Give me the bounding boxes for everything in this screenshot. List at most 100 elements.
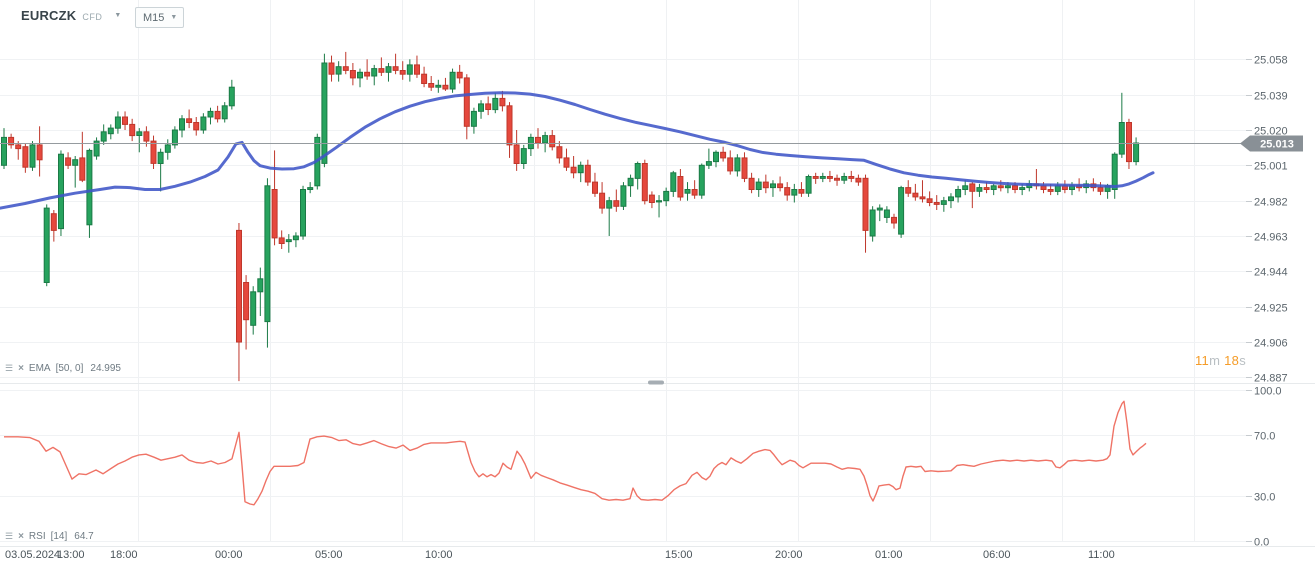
countdown-minutes: 11 — [1194, 353, 1210, 368]
bull-candle-body — [634, 163, 641, 179]
bull-candle-body — [656, 200, 662, 203]
bull-candle-body — [307, 187, 314, 191]
bull-candle-body — [470, 110, 477, 127]
bear-candle-body — [278, 237, 285, 244]
bear-candle-body — [834, 177, 840, 181]
bull-candle-body — [663, 190, 670, 202]
bull-candle-body — [940, 200, 947, 205]
bull-candle-body — [157, 151, 164, 165]
bull-candle-body — [58, 153, 64, 230]
rsi-value: 64.7 — [74, 531, 94, 542]
chart-plot-area[interactable] — [0, 0, 1248, 541]
bull-candle-body — [292, 235, 299, 241]
rsi-settings-icon[interactable]: ☰ — [5, 531, 14, 541]
bear-candle-body — [848, 176, 855, 179]
bull-candle-body — [542, 135, 549, 144]
timeframe-select[interactable]: M15 ▼ — [135, 7, 184, 28]
bear-candle-body — [271, 189, 278, 239]
bear-candle-body — [919, 196, 926, 200]
bull-candle-body — [435, 84, 442, 88]
bull-candle-body — [705, 161, 712, 166]
bear-candle-body — [150, 140, 157, 164]
bull-candle-body — [107, 127, 114, 135]
bear-candle-body — [748, 177, 755, 191]
bull-candle-body — [819, 176, 826, 179]
bear-candle-body — [193, 122, 200, 131]
bear-candle-body — [691, 189, 698, 196]
time-tick-label: 06:00 — [983, 549, 1011, 561]
bull-candle-body — [876, 207, 883, 211]
bear-candle-body — [677, 176, 684, 198]
bull-candle-body — [228, 86, 235, 107]
bull-candle-body — [136, 131, 143, 137]
bull-candle-body — [285, 239, 292, 243]
bull-candle-body — [321, 62, 328, 164]
countdown-seconds: 18 — [1224, 353, 1240, 368]
bear-candle-body — [8, 136, 15, 146]
bear-candle-body — [727, 157, 734, 172]
bull-candle-body — [335, 66, 342, 75]
time-tick-label: 13:00 — [57, 549, 85, 561]
bear-candle-body — [214, 110, 221, 120]
bear-candle-body — [969, 183, 976, 192]
pane-resize-handle[interactable] — [648, 380, 664, 385]
bear-candle-body — [364, 71, 371, 77]
bull-candle-body — [755, 181, 762, 191]
bear-candle-body — [463, 77, 470, 127]
rsi-name: RSI — [28, 531, 46, 542]
countdown-seconds-unit: s — [1239, 353, 1246, 368]
ema-settings-icon[interactable]: ☰ — [5, 363, 14, 373]
bull-candle-body — [29, 144, 36, 168]
price-tick-label: 24.982 — [1254, 197, 1288, 209]
bull-candle-body — [955, 189, 962, 198]
ema-remove-icon[interactable]: × — [18, 362, 24, 374]
bull-candle-body — [734, 157, 741, 172]
bear-candle-body — [1126, 122, 1132, 163]
bear-candle-body — [243, 282, 250, 321]
bear-candle-body — [499, 97, 506, 107]
bear-candle-body — [933, 202, 940, 205]
price-tick-label: 25.020 — [1254, 126, 1288, 138]
bar-countdown-timer: 11m 18s — [1195, 353, 1246, 368]
countdown-minutes-unit: m — [1209, 353, 1221, 368]
bear-candle-body — [592, 181, 598, 194]
rsi-remove-icon[interactable]: × — [18, 530, 24, 542]
symbol-header[interactable]: EURCZK CFD ▼ — [21, 8, 121, 23]
bear-candle-body — [584, 164, 591, 183]
rsi-indicator-label: ☰ × RSI [14] 64.7 — [5, 531, 94, 542]
bear-candle-body — [826, 176, 833, 179]
price-tick-label: 25.001 — [1254, 161, 1288, 173]
bear-candle-body — [50, 213, 57, 231]
rsi-line — [4, 400, 1147, 506]
bear-candle-body — [926, 198, 933, 204]
price-axis[interactable] — [1248, 0, 1315, 541]
bull-candle-body — [1019, 187, 1026, 191]
bull-candle-body — [990, 185, 997, 191]
bull-candle-body — [72, 159, 79, 166]
bear-candle-body — [1012, 185, 1018, 191]
time-tick-label: 03.05.2024 — [5, 549, 60, 561]
bull-candle-body — [898, 187, 905, 235]
bear-candle-body — [79, 157, 86, 181]
bull-candle-body — [627, 177, 634, 187]
bear-candle-body — [513, 144, 520, 164]
price-tick-label: 25.058 — [1254, 55, 1288, 67]
bear-candle-body — [428, 83, 435, 88]
ema-indicator-label: ☰ × EMA [50, 0] 24.995 — [5, 363, 121, 374]
bear-candle-body — [912, 192, 919, 198]
bull-candle-body — [1133, 142, 1140, 163]
bear-candle-body — [15, 144, 22, 150]
bull-candle-body — [698, 164, 705, 196]
current-price-line-group: 25.013 — [0, 135, 1303, 152]
rsi-tick-label: 100.0 — [1254, 386, 1282, 398]
symbol-dropdown-caret-icon[interactable]: ▼ — [114, 12, 122, 19]
bull-candle-body — [1054, 185, 1061, 192]
time-axis[interactable] — [0, 547, 1315, 572]
bull-candle-body — [976, 187, 983, 192]
bull-candle-body — [200, 116, 207, 131]
bull-candle-body — [257, 278, 264, 293]
bull-candle-body — [406, 64, 413, 75]
bull-candle-body — [805, 176, 812, 194]
bull-candle-body — [606, 200, 613, 209]
